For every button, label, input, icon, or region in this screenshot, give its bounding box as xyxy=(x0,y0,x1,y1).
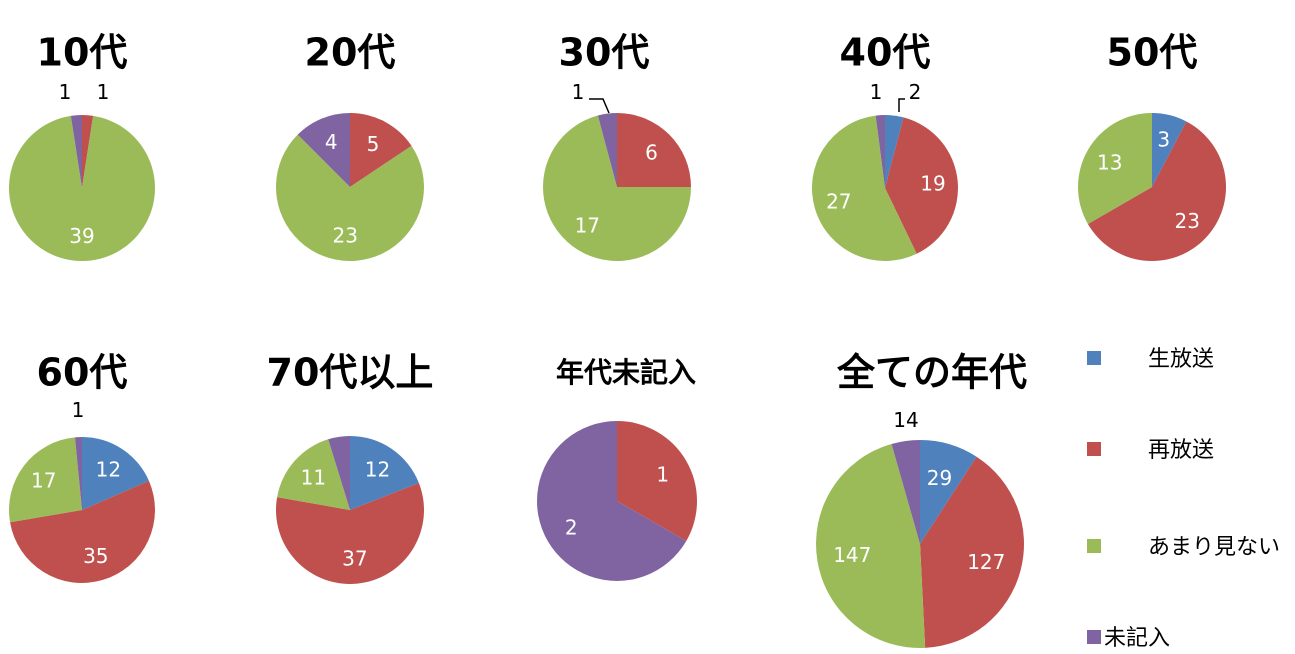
chart-title: 70代以上 xyxy=(267,350,434,394)
pie-slice-生放送 xyxy=(82,437,149,510)
leader-line xyxy=(589,98,610,114)
pie-chart-8: 年代未記入 1 2 xyxy=(536,356,697,581)
pie-slice-再放送 xyxy=(275,482,424,584)
legend-label: 生放送 xyxy=(1148,347,1214,372)
pie-slice-生放送 xyxy=(1152,113,1187,187)
data-label: 4 xyxy=(325,130,338,154)
pie-slice-あまり見ない xyxy=(277,439,350,510)
chart-title: 年代未記入 xyxy=(556,356,696,389)
pie-slice-再放送 xyxy=(1087,121,1226,262)
pie-slice-あまり見ない xyxy=(543,115,691,261)
pie-chart-1: 10代 1 39 1 xyxy=(8,30,155,262)
legend-label: あまり見ない xyxy=(1148,535,1280,560)
data-label: 37 xyxy=(342,547,367,571)
data-label: 2 xyxy=(565,515,578,539)
pie-chart-5: 50代 3 23 13 xyxy=(1077,30,1226,262)
data-label: 1 xyxy=(656,463,669,487)
pie-slice-再放送 xyxy=(885,117,958,254)
chart-title: 60代 xyxy=(37,350,128,394)
data-label: 1 xyxy=(59,80,72,104)
data-label: 6 xyxy=(645,141,658,165)
chart-title: 全ての年代 xyxy=(836,350,1027,394)
chart-title: 40代 xyxy=(840,30,931,74)
data-label: 23 xyxy=(332,224,357,248)
data-label: 147 xyxy=(833,543,871,567)
legend-swatch xyxy=(1087,442,1101,456)
pie-slice-未記入 xyxy=(891,440,920,544)
pie-slice-あまり見ない xyxy=(8,115,155,262)
legend-label: 再放送 xyxy=(1148,438,1214,463)
pie-slice-再放送 xyxy=(10,480,155,583)
chart-title: 20代 xyxy=(305,30,396,74)
data-label: 39 xyxy=(69,224,94,248)
pie-slice-未記入 xyxy=(74,437,82,510)
pie-chart-2: 20代 5 23 4 xyxy=(275,30,424,261)
data-label: 1 xyxy=(572,80,585,104)
data-label: 19 xyxy=(920,171,945,195)
pie-chart-3: 30代 6 17 1 xyxy=(543,30,691,261)
legend-swatch xyxy=(1087,351,1101,365)
data-label: 1 xyxy=(72,398,85,422)
data-label: 35 xyxy=(83,544,108,568)
data-label: 2 xyxy=(909,80,922,104)
data-label: 17 xyxy=(575,214,600,238)
legend-swatch xyxy=(1087,539,1101,553)
pie-slice-あまり見ない xyxy=(275,134,424,261)
data-label: 27 xyxy=(826,190,851,214)
data-label: 11 xyxy=(301,466,326,490)
pie-slice-あまり見ない xyxy=(811,115,917,262)
pie-slice-再放送 xyxy=(920,456,1024,648)
data-label: 127 xyxy=(967,550,1005,574)
pie-chart-9: 全ての年代 29 127 147 14 xyxy=(816,350,1027,648)
data-label: 12 xyxy=(365,458,390,482)
chart-title: 10代 xyxy=(37,30,128,74)
data-label: 13 xyxy=(1097,151,1122,175)
data-label: 14 xyxy=(893,408,918,432)
data-label: 12 xyxy=(96,458,121,482)
pie-slice-未記入 xyxy=(70,115,82,188)
data-label: 23 xyxy=(1174,209,1199,233)
pie-slice-未記入 xyxy=(536,420,687,581)
pie-slice-未記入 xyxy=(875,115,885,188)
data-label: 17 xyxy=(31,469,56,493)
pie-slice-再放送 xyxy=(617,421,697,541)
pie-slice-あまり見ない xyxy=(816,443,926,648)
pie-slice-未記入 xyxy=(328,436,350,510)
pie-slice-あまり見ない xyxy=(8,437,82,523)
data-label: 1 xyxy=(97,80,110,104)
pie-slice-あまり見ない xyxy=(1077,113,1152,224)
pie-slice-再放送 xyxy=(82,115,94,188)
pie-slice-再放送 xyxy=(617,113,691,187)
pie-chart-4: 40代 2 19 27 1 xyxy=(811,30,958,262)
pie-slice-生放送 xyxy=(920,440,977,544)
pie-slice-再放送 xyxy=(350,113,412,187)
data-label: 5 xyxy=(367,132,380,156)
pie-slice-生放送 xyxy=(885,115,904,188)
data-label: 3 xyxy=(1157,128,1170,152)
pie-chart-6: 60代 12 35 17 1 xyxy=(8,350,155,583)
legend-swatch xyxy=(1087,630,1101,644)
legend-label: 未記入 xyxy=(1104,626,1170,651)
chart-title: 50代 xyxy=(1107,30,1198,74)
pie-slice-未記入 xyxy=(297,113,350,187)
pie-chart-7: 70代以上 12 37 11 xyxy=(267,350,434,584)
pie-slice-生放送 xyxy=(350,436,419,510)
chart-title: 30代 xyxy=(559,30,650,74)
data-label: 1 xyxy=(870,80,883,104)
data-label: 29 xyxy=(927,466,952,490)
leader-line xyxy=(898,98,905,112)
pie-slice-未記入 xyxy=(597,113,617,187)
